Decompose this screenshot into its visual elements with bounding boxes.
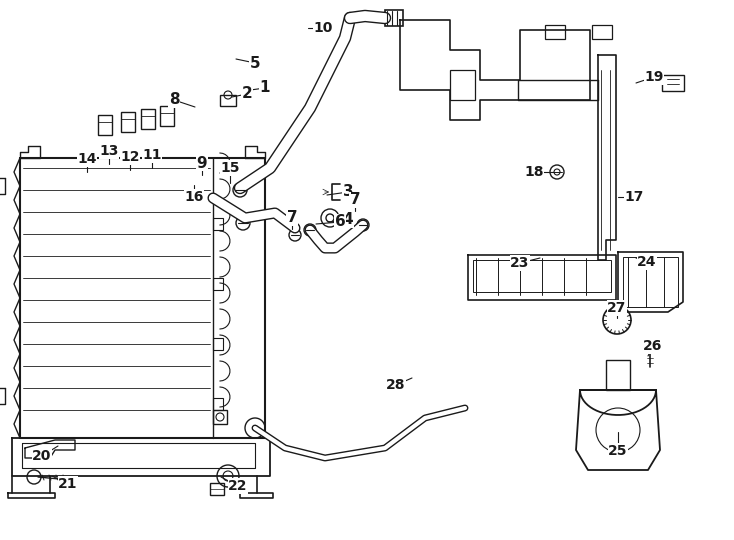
Text: 15: 15: [220, 161, 240, 175]
Text: 9: 9: [197, 156, 207, 171]
Text: 17: 17: [625, 190, 644, 204]
Text: 16: 16: [184, 190, 204, 204]
Text: 8: 8: [169, 92, 179, 107]
Bar: [121, 112, 135, 132]
Text: 12: 12: [120, 150, 139, 164]
Text: 7: 7: [349, 192, 360, 207]
Bar: [98, 115, 112, 135]
Text: 20: 20: [32, 449, 51, 463]
Text: 14: 14: [77, 152, 97, 166]
Text: 3: 3: [343, 185, 353, 199]
Text: 5: 5: [250, 56, 261, 71]
Bar: [220, 95, 236, 106]
Text: 24: 24: [637, 255, 657, 269]
Text: 22: 22: [228, 479, 248, 493]
Text: 25: 25: [608, 444, 628, 458]
Bar: [644, 341, 656, 349]
Bar: [210, 483, 224, 495]
Text: 13: 13: [99, 144, 119, 158]
Bar: [213, 398, 223, 410]
Bar: [213, 338, 223, 350]
Text: 10: 10: [313, 21, 333, 35]
Text: 1: 1: [260, 80, 270, 96]
Text: 6: 6: [335, 214, 346, 230]
Text: 23: 23: [510, 256, 530, 270]
Bar: [606, 360, 630, 390]
Text: 27: 27: [607, 301, 627, 315]
Text: 2: 2: [241, 86, 252, 102]
Bar: [213, 410, 227, 424]
Bar: [450, 70, 475, 100]
Bar: [473, 260, 611, 292]
Bar: [592, 25, 612, 39]
Text: 4: 4: [343, 213, 353, 227]
Text: 28: 28: [386, 378, 406, 392]
Bar: [662, 75, 684, 91]
Bar: [213, 278, 223, 290]
Bar: [213, 218, 223, 230]
Bar: [141, 109, 155, 129]
Bar: [623, 257, 678, 307]
Text: 19: 19: [644, 70, 664, 84]
Text: 21: 21: [58, 477, 78, 491]
Text: 18: 18: [524, 165, 544, 179]
Text: 26: 26: [643, 339, 663, 353]
Bar: [545, 25, 565, 39]
Text: 11: 11: [142, 148, 161, 162]
Bar: [160, 106, 174, 126]
Bar: [385, 10, 403, 26]
Text: 7: 7: [287, 211, 297, 226]
